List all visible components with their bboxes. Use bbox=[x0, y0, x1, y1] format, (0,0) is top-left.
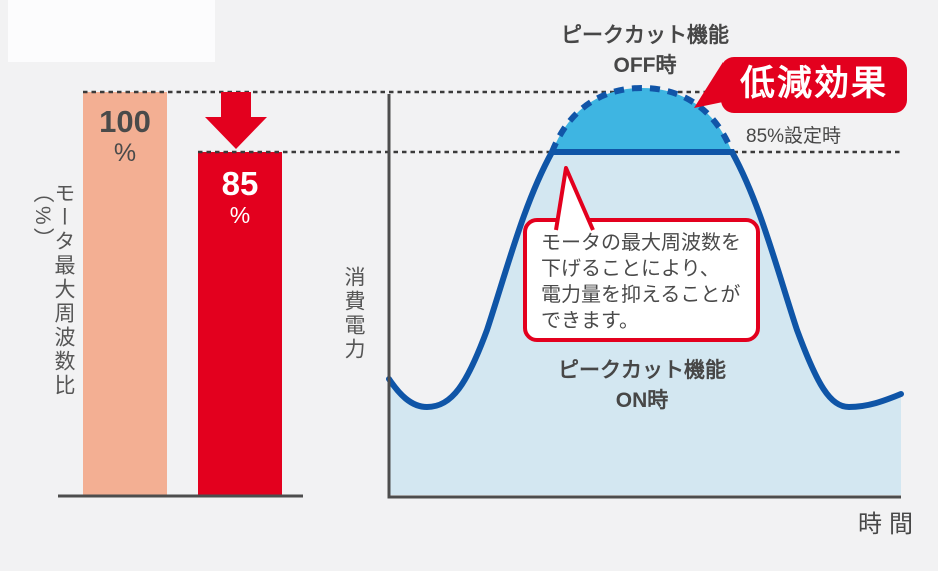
callout-line-1: モータの最大周波数を bbox=[541, 232, 741, 254]
bar-100-unit: % bbox=[113, 139, 137, 167]
setting-85-label: 85%設定時 bbox=[746, 126, 842, 147]
right-chart-axes bbox=[387, 94, 901, 499]
bar-100-value: 100 bbox=[99, 104, 151, 139]
top-left-panel bbox=[8, 0, 215, 62]
callout-line-2: 下げることにより、 bbox=[541, 258, 720, 280]
frequency-axis-label: モータ最大周波数比（%） bbox=[31, 182, 75, 398]
bar-85-value: 85 bbox=[221, 165, 259, 202]
bar-100-percent bbox=[83, 92, 167, 495]
callout-line-3: 電力量を抑えることが bbox=[541, 284, 741, 306]
peak-cut-off-label: ピークカット機能 OFF時 bbox=[523, 21, 767, 81]
peak-cut-off-line2: OFF時 bbox=[613, 54, 677, 77]
peak-cap-dashed-arc bbox=[549, 84, 735, 154]
power-axis-label: 消費電力 bbox=[342, 266, 365, 362]
peak-cut-on-label: ピークカット機能 ON時 bbox=[520, 356, 764, 416]
bar-85-percent bbox=[198, 152, 282, 495]
peak-cap-fill bbox=[552, 88, 732, 152]
bar-85-unit: % bbox=[229, 202, 251, 228]
callout-line-4: できます。 bbox=[541, 310, 639, 332]
callout-bubble-tail bbox=[554, 166, 595, 231]
peak-cut-on-line2: ON時 bbox=[615, 389, 669, 412]
power-curve bbox=[386, 149, 904, 411]
time-axis-label: 時間 bbox=[858, 511, 920, 538]
peak-cut-off-line1: ピークカット機能 bbox=[561, 24, 729, 47]
reduction-badge-tail bbox=[694, 62, 723, 108]
down-arrow-icon bbox=[205, 92, 267, 149]
callout-bubble: モータの最大周波数を 下げることにより、 電力量を抑えることが できます。 bbox=[523, 218, 760, 342]
peak-cut-on-line1: ピークカット機能 bbox=[558, 359, 726, 382]
reduction-effect-badge: 低減効果 bbox=[721, 57, 907, 113]
